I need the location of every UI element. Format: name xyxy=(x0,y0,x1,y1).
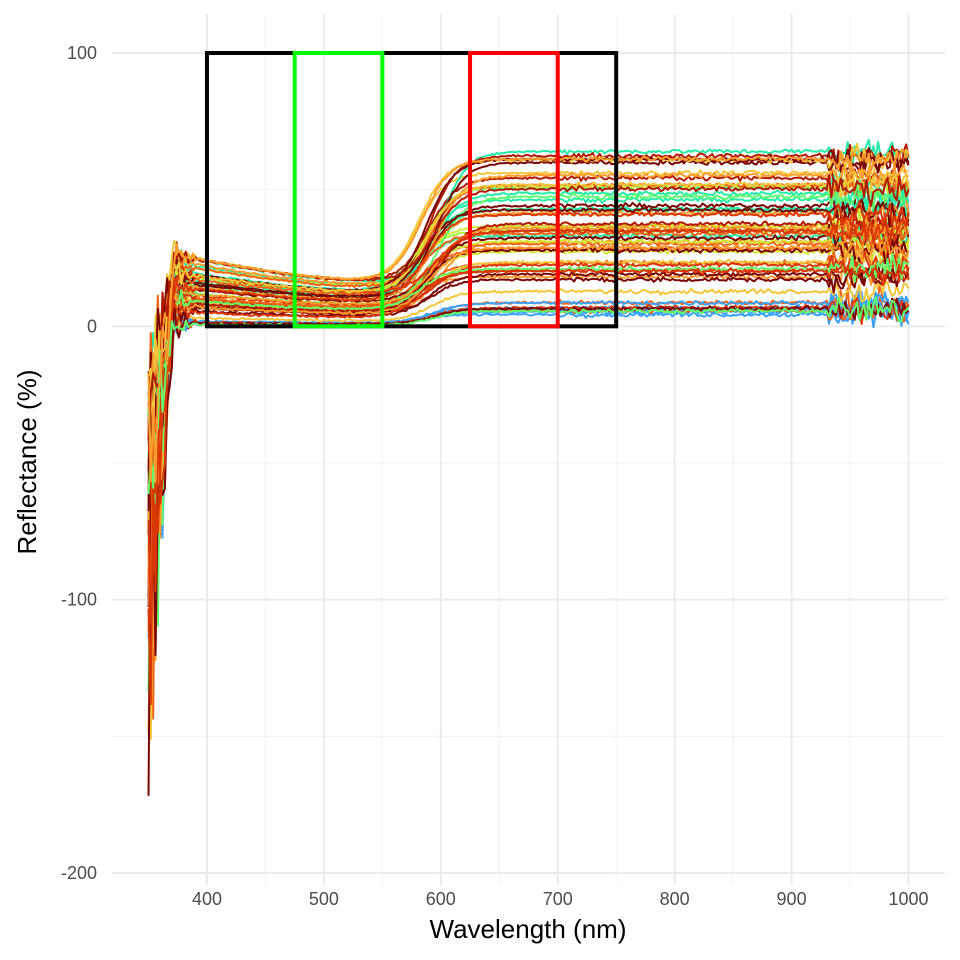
y-axis-title: Reflectance (%) xyxy=(12,370,42,555)
grid-major xyxy=(112,14,945,885)
x-tick-label: 700 xyxy=(543,889,573,909)
x-tick-label: 500 xyxy=(309,889,339,909)
spectrum-line xyxy=(147,259,910,494)
x-axis-ticks: 400 500 600 700 800 900 1000 xyxy=(192,889,929,909)
y-tick-label: 0 xyxy=(87,316,97,336)
regions-group xyxy=(204,51,619,329)
x-axis-title: Wavelength (nm) xyxy=(430,914,627,944)
y-axis-ticks: -200 -100 0 100 xyxy=(61,43,97,883)
y-tick-label: -100 xyxy=(61,590,97,610)
series-group xyxy=(147,138,910,796)
x-tick-label: 400 xyxy=(192,889,222,909)
spectrum-line xyxy=(147,174,910,441)
spectrum-line xyxy=(147,171,910,440)
y-tick-label: 100 xyxy=(67,43,97,63)
spectrum-line xyxy=(147,196,910,594)
region-rect xyxy=(468,51,560,329)
spectrum-line xyxy=(147,219,909,616)
region-rect xyxy=(292,51,385,329)
spectrum-line xyxy=(147,290,910,548)
spectrum-line xyxy=(147,253,909,495)
spectrum-line xyxy=(147,295,910,720)
spectrum-line xyxy=(147,297,910,796)
grid-minor xyxy=(112,14,945,885)
x-tick-label: 600 xyxy=(426,889,456,909)
spectrum-line xyxy=(147,182,910,692)
x-tick-label: 1000 xyxy=(888,889,928,909)
y-tick-label: -200 xyxy=(61,863,97,883)
spectrum-line xyxy=(147,148,910,512)
spectrum-line xyxy=(147,280,910,741)
spectrum-line xyxy=(147,260,910,471)
spectrum-line xyxy=(147,208,910,490)
spectrum-line xyxy=(147,228,910,673)
x-tick-label: 900 xyxy=(777,889,807,909)
spectrum-line xyxy=(147,218,909,495)
x-tick-label: 800 xyxy=(660,889,690,909)
spectrum-line xyxy=(147,148,910,483)
spectrum-line xyxy=(147,200,910,706)
spectrum-line xyxy=(147,302,910,639)
region-rect xyxy=(204,51,619,329)
